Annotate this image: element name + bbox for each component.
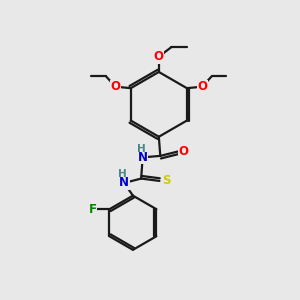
- Text: O: O: [154, 50, 164, 63]
- Text: O: O: [197, 80, 207, 93]
- Text: N: N: [119, 176, 129, 190]
- Text: H: H: [118, 169, 127, 179]
- Text: H: H: [137, 143, 146, 154]
- Text: F: F: [89, 203, 97, 216]
- Text: S: S: [162, 174, 170, 188]
- Text: O: O: [178, 145, 188, 158]
- Text: O: O: [110, 80, 121, 93]
- Text: N: N: [138, 151, 148, 164]
